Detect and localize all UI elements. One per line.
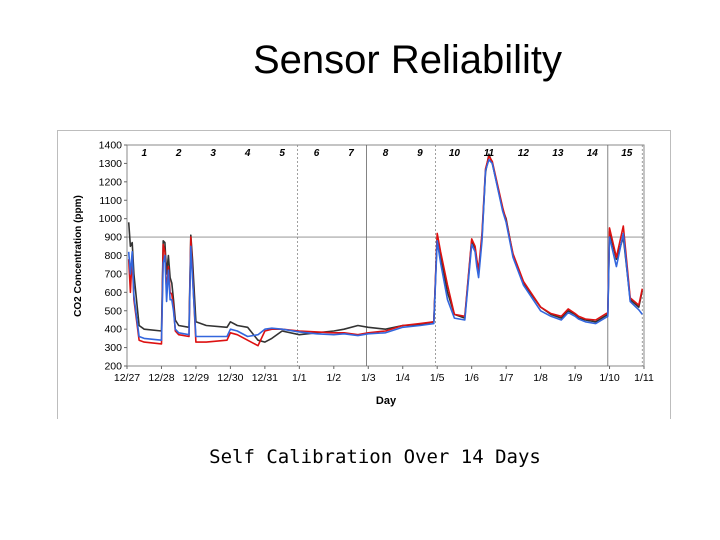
day-label: 15	[621, 148, 633, 159]
y-tick-label: 1300	[99, 158, 123, 170]
y-axis-label: CO2 Concentration (ppm)	[73, 195, 84, 317]
y-tick-label: 1400	[99, 140, 123, 152]
day-label: 7	[348, 148, 354, 159]
day-label: 6	[314, 148, 320, 159]
y-tick-label: 900	[104, 232, 122, 244]
x-tick-label: 1/11	[634, 372, 654, 384]
y-tick-label: 1100	[99, 195, 122, 207]
x-tick-label: 12/30	[217, 372, 243, 384]
x-tick-label: 1/1	[292, 372, 307, 384]
x-tick-label: 1/5	[430, 372, 445, 384]
y-tick-label: 1000	[99, 213, 123, 225]
axis-layer: 200 300 400 500 600 700 800 900 1000 1100 1200 1300…	[99, 140, 654, 385]
day-label: 11	[484, 148, 495, 159]
x-tick-label: 1/3	[361, 372, 376, 384]
y-tick-label: 800	[104, 250, 122, 262]
y-tick-label: 600	[104, 287, 122, 299]
x-tick-label: 1/8	[533, 372, 548, 384]
co2-line-chart: 200 300 400 500 600 700 800 900 1000 1100 1200 1300…	[73, 140, 654, 408]
day-label: 9	[417, 148, 423, 159]
day-label: 5	[279, 148, 285, 159]
x-tick-label: 1/4	[395, 372, 410, 384]
y-tick-label: 1200	[99, 176, 123, 188]
y-tick-label: 500	[104, 305, 122, 317]
x-tick-label: 1/2	[326, 372, 341, 384]
x-axis-label: Day	[376, 395, 397, 407]
y-tick-label: 200	[104, 361, 122, 373]
day-label: 8	[383, 148, 389, 159]
series-layer	[127, 153, 644, 347]
day-label: 13	[552, 148, 564, 159]
day-label: 12	[518, 148, 530, 159]
chart-frame	[57, 130, 671, 419]
x-tick-label: 12/29	[183, 372, 209, 384]
day-label: 14	[587, 148, 599, 159]
day-label: 10	[449, 148, 461, 159]
day-label: 1	[141, 148, 147, 159]
day-label: 2	[175, 148, 182, 159]
chart-caption: Self Calibration Over 14 Days	[209, 446, 541, 468]
x-tick-label: 1/6	[464, 372, 479, 384]
series-line-2	[127, 155, 644, 347]
series-line-1	[127, 153, 644, 343]
slide-title: Sensor Reliability	[252, 38, 563, 82]
x-tick-label: 1/7	[499, 372, 514, 384]
x-tick-label: 1/9	[568, 372, 583, 384]
y-tick-label: 300	[104, 342, 122, 354]
y-tick-label: 400	[104, 324, 122, 336]
x-tick-label: 1/10	[599, 372, 620, 384]
y-tick-label: 700	[104, 268, 122, 280]
day-label: 3	[210, 148, 216, 159]
x-tick-label: 12/28	[148, 372, 174, 384]
day-label: 4	[244, 148, 251, 159]
x-tick-label: 12/31	[252, 372, 278, 384]
series-line-3	[127, 158, 643, 341]
x-tick-label: 12/27	[114, 372, 140, 384]
